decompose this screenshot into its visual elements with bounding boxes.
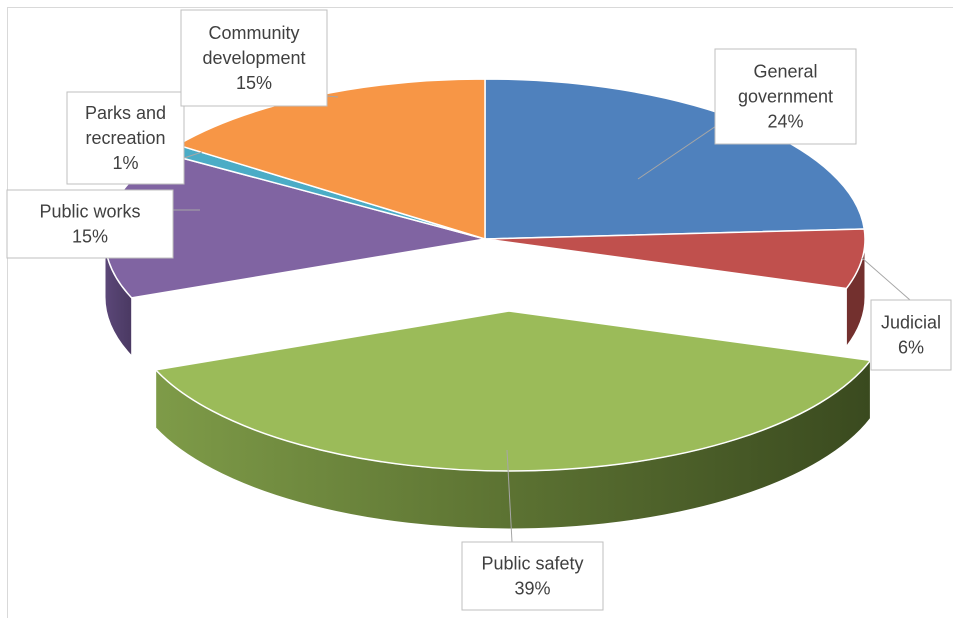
leader-line	[506, 449, 513, 543]
leader-line	[326, 95, 339, 98]
percent-label: 15%	[236, 73, 272, 93]
slice-judicial	[484, 228, 866, 290]
label-box	[461, 541, 604, 611]
percent-label: 1%	[112, 153, 138, 173]
chart-area	[7, 7, 953, 618]
category-label: Public works	[39, 202, 140, 222]
percent-label: 6%	[898, 338, 924, 358]
percent-label: 39%	[514, 579, 550, 599]
label-box	[714, 48, 857, 145]
percent-label: 15%	[72, 227, 108, 247]
leader-line	[637, 121, 723, 180]
label-box	[870, 299, 952, 371]
category-label: recreation	[85, 128, 165, 148]
leader-line	[183, 151, 203, 159]
slice-public-safety	[154, 310, 872, 472]
label-box	[180, 9, 328, 107]
leader-line	[861, 257, 911, 301]
data-label-parks-and-recreation: Parks and recreation 1%	[66, 91, 203, 185]
data-label-public-safety: Public safety 39%	[461, 449, 604, 611]
category-label: government	[738, 87, 833, 107]
category-label: Judicial	[881, 313, 941, 333]
data-label-community-development: Community development 15%	[180, 9, 339, 107]
data-label-judicial: Judicial 6%	[861, 257, 952, 371]
category-label: Community	[208, 23, 299, 43]
label-box	[66, 91, 185, 185]
data-label-public-works: Public works 15%	[6, 189, 200, 259]
label-box	[6, 189, 174, 259]
category-label: Parks and	[85, 103, 166, 123]
category-label: development	[202, 48, 305, 68]
data-label-general-government: General government 24%	[637, 48, 857, 180]
category-label: General	[753, 62, 817, 82]
percent-label: 24%	[767, 112, 803, 132]
category-label: Public safety	[481, 554, 583, 574]
